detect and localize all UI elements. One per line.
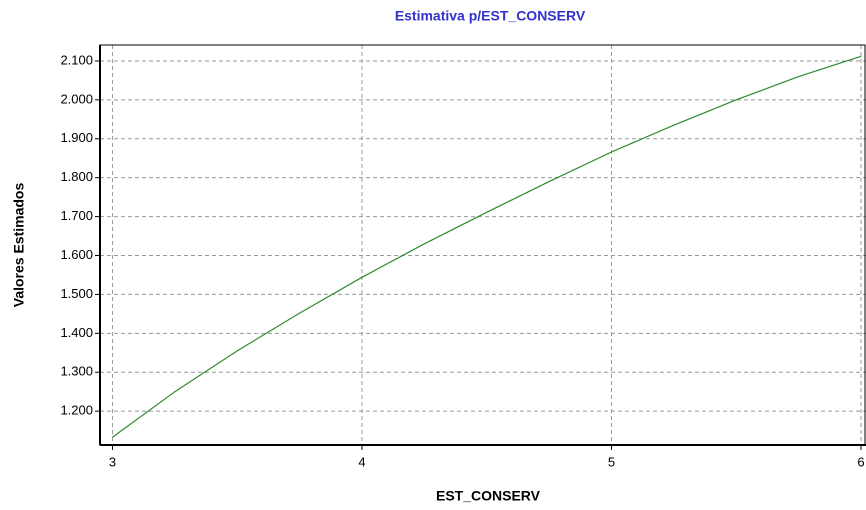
x-tick-label: 4 <box>358 454 365 469</box>
y-tick-label: 2.100 <box>60 52 93 67</box>
x-tick-label: 3 <box>109 454 116 469</box>
chart-title: Estimativa p/EST_CONSERV <box>395 8 586 24</box>
y-tick-label: 1.500 <box>60 286 93 301</box>
y-tick-label: 1.400 <box>60 325 93 340</box>
x-axis-label: EST_CONSERV <box>436 488 541 504</box>
y-axis-label: Valores Estimados <box>11 183 27 308</box>
y-tick-label: 1.200 <box>60 403 93 418</box>
y-tick-label: 1.900 <box>60 130 93 145</box>
plot-frame <box>99 44 866 446</box>
x-tick-label: 5 <box>608 454 615 469</box>
data-line <box>112 55 862 438</box>
y-tick-label: 2.000 <box>60 91 93 106</box>
x-tick-label: 6 <box>857 454 864 469</box>
y-tick-label: 1.800 <box>60 169 93 184</box>
y-tick-label: 1.600 <box>60 247 93 262</box>
y-tick-label: 1.300 <box>60 364 93 379</box>
y-tick-label: 1.700 <box>60 208 93 223</box>
